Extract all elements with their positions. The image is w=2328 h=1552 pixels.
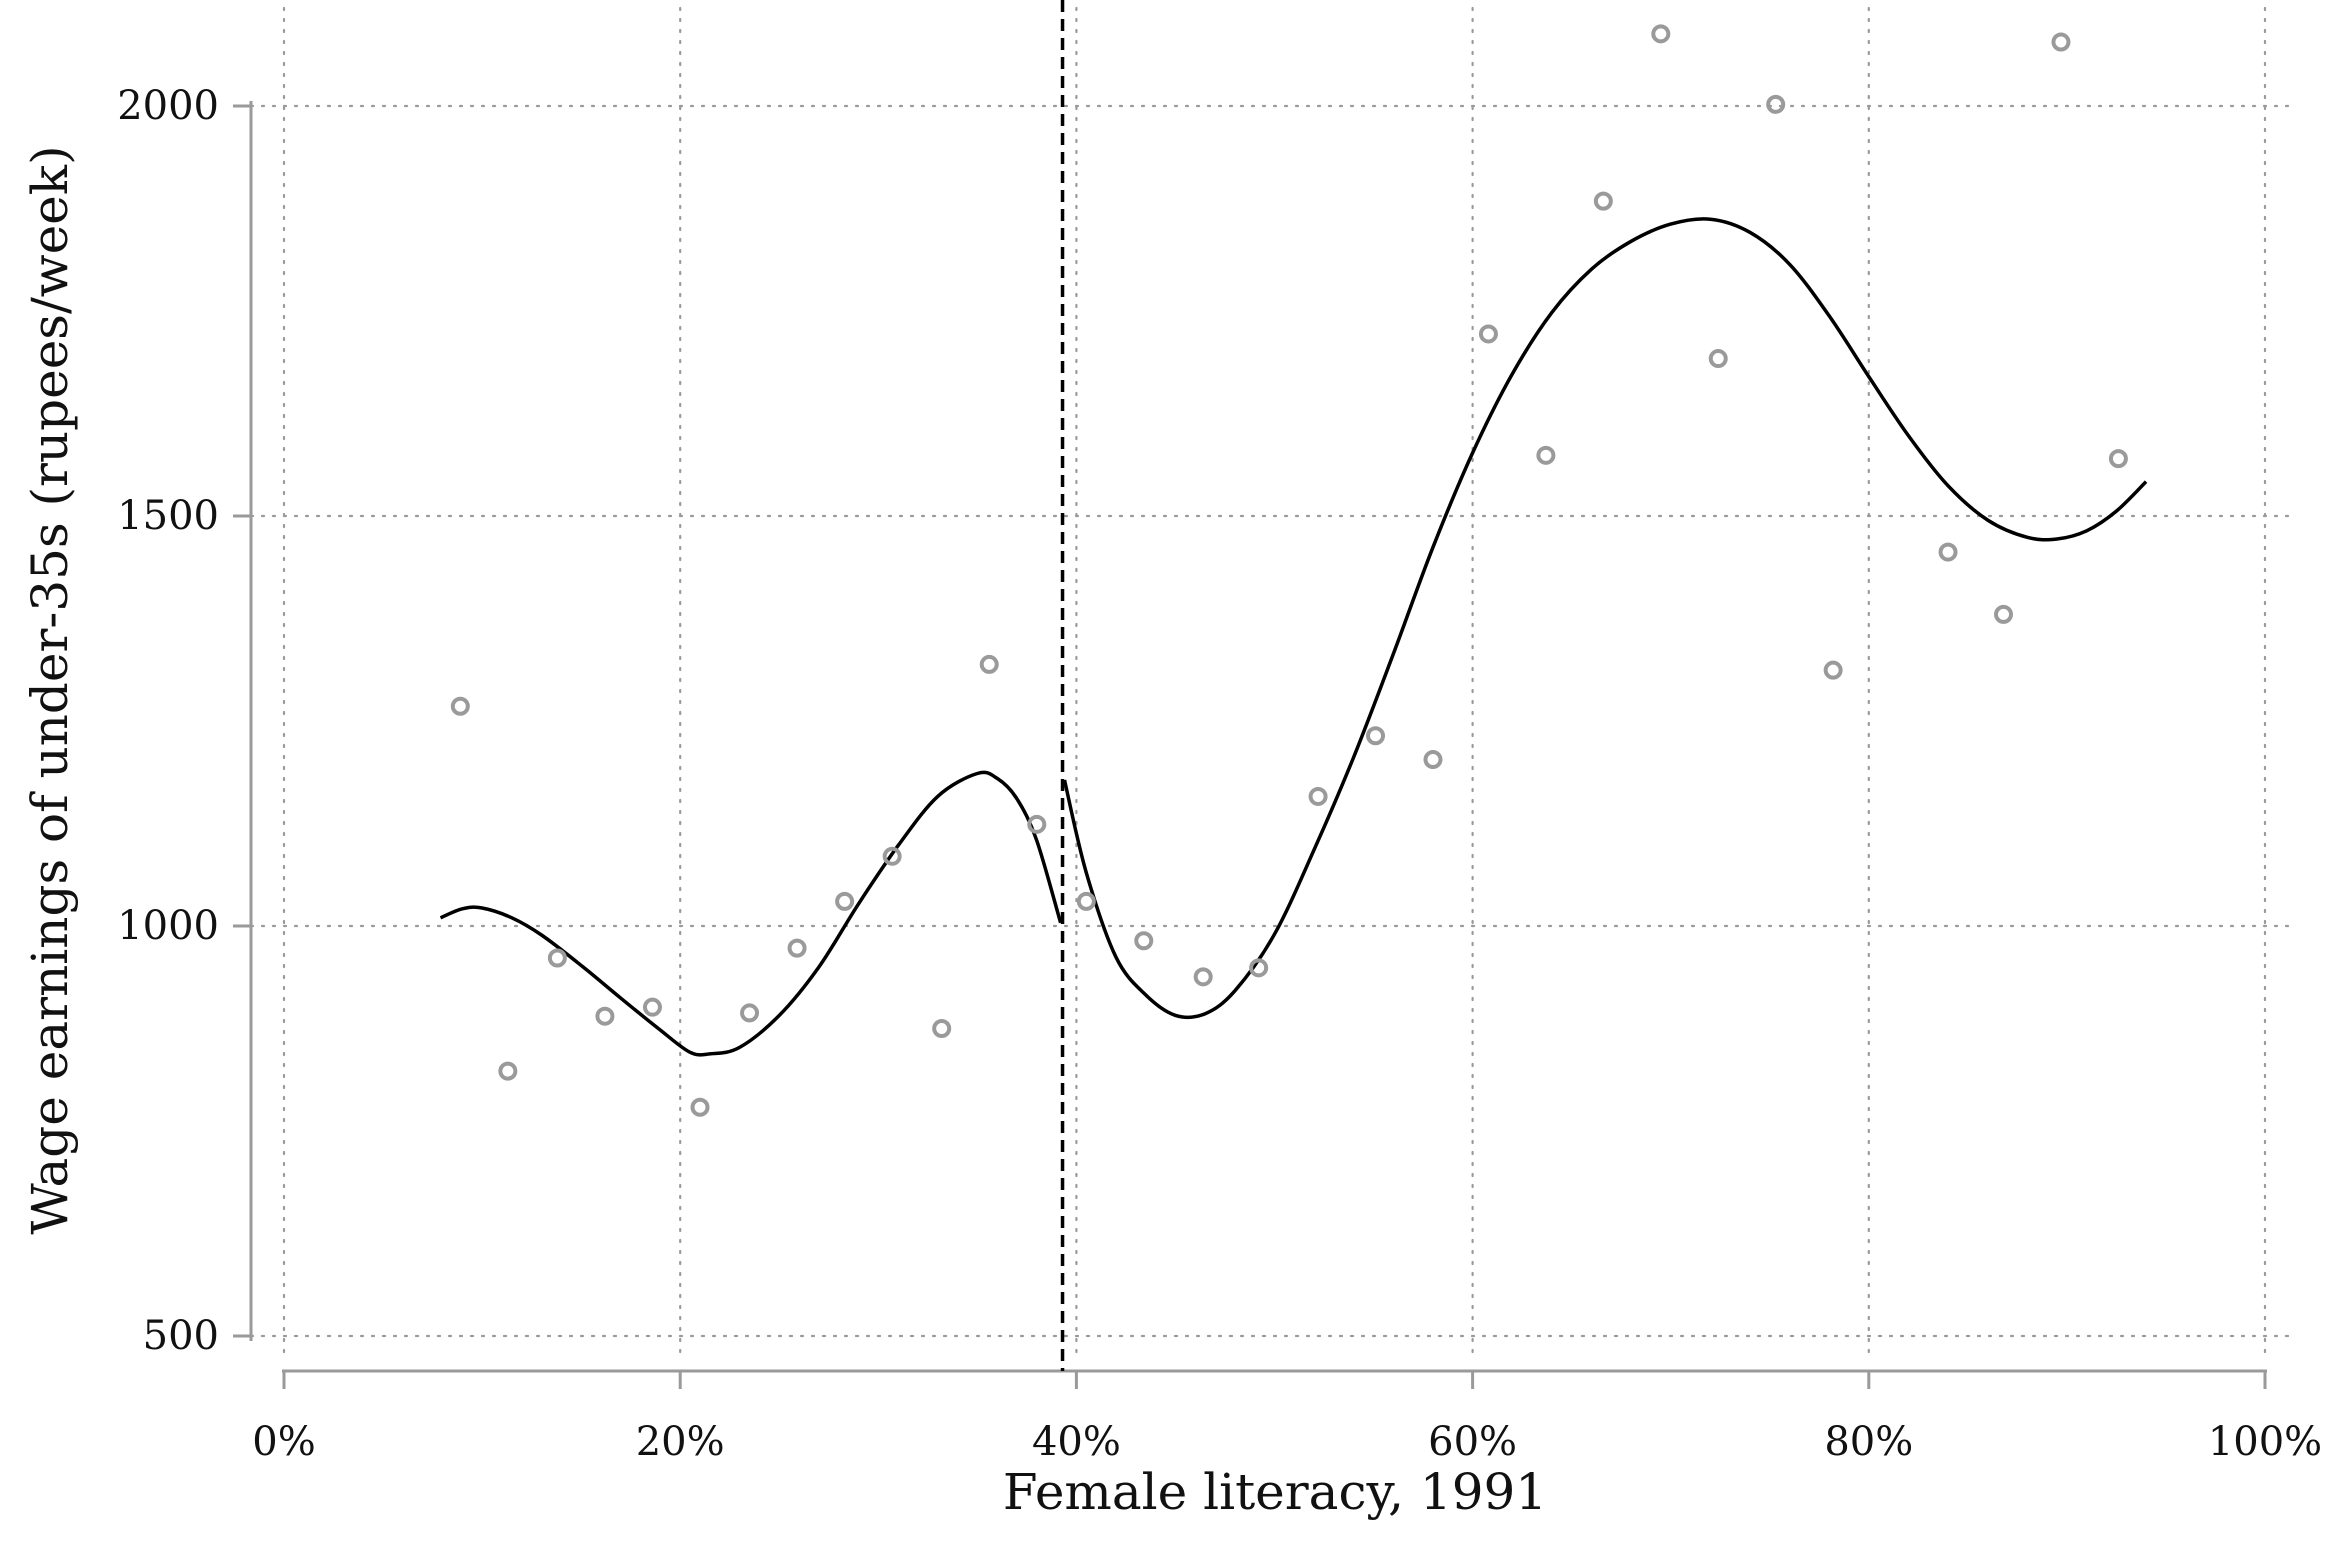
data-point bbox=[2051, 32, 2071, 52]
y-tick-label: 2000 bbox=[117, 83, 219, 129]
data-point bbox=[1027, 814, 1047, 834]
x-tick-label: 100% bbox=[2208, 1419, 2322, 1465]
y-tick-label: 1000 bbox=[117, 903, 219, 949]
data-point bbox=[1766, 94, 1786, 114]
data-point bbox=[1593, 191, 1613, 211]
y-tick-label: 500 bbox=[143, 1313, 219, 1359]
data-point bbox=[1823, 660, 1843, 680]
data-point bbox=[595, 1006, 615, 1026]
fit-curves bbox=[439, 217, 2148, 1057]
x-tick-label: 60% bbox=[1428, 1419, 1517, 1465]
data-point bbox=[547, 948, 567, 968]
x-tick-label: 20% bbox=[636, 1419, 725, 1465]
data-point bbox=[1366, 726, 1386, 746]
data-point bbox=[1193, 967, 1213, 987]
data-point bbox=[2108, 449, 2128, 469]
data-point bbox=[1423, 750, 1443, 770]
data-point bbox=[1076, 891, 1096, 911]
data-point bbox=[1651, 24, 1671, 44]
data-point bbox=[932, 1019, 952, 1038]
data-point bbox=[1708, 349, 1728, 369]
y-axis-title: Wage earnings of under-35s (rupees/week) bbox=[21, 145, 79, 1234]
axes: 500 1000 1500 2000 0% 20% 40% 60% 80% 100% bbox=[117, 83, 2322, 1465]
y-tick-label: 1500 bbox=[117, 493, 219, 539]
data-point bbox=[787, 938, 807, 958]
x-tick-label: 80% bbox=[1824, 1419, 1913, 1465]
data-point bbox=[1134, 931, 1154, 951]
x-axis-title: Female literacy, 1991 bbox=[1003, 1463, 1547, 1521]
x-tick-label: 40% bbox=[1032, 1419, 1121, 1465]
data-point bbox=[1994, 604, 2014, 624]
data-point bbox=[835, 891, 855, 911]
fit-curve-left bbox=[439, 770, 1063, 1057]
data-point bbox=[1478, 324, 1498, 344]
data-point bbox=[1938, 542, 1958, 562]
x-tick-label: 0% bbox=[252, 1419, 315, 1465]
grid bbox=[249, 6, 2297, 1354]
data-point bbox=[740, 1003, 760, 1023]
data-point bbox=[1536, 445, 1556, 465]
data-point bbox=[1249, 958, 1269, 978]
data-point bbox=[1308, 786, 1328, 806]
fit-curve-right bbox=[1062, 217, 2148, 1020]
data-point bbox=[690, 1097, 710, 1117]
data-points bbox=[450, 24, 2128, 1117]
data-point bbox=[642, 997, 662, 1017]
data-point bbox=[450, 696, 470, 716]
data-point bbox=[498, 1061, 518, 1081]
data-point bbox=[979, 654, 999, 674]
data-point bbox=[882, 846, 902, 866]
